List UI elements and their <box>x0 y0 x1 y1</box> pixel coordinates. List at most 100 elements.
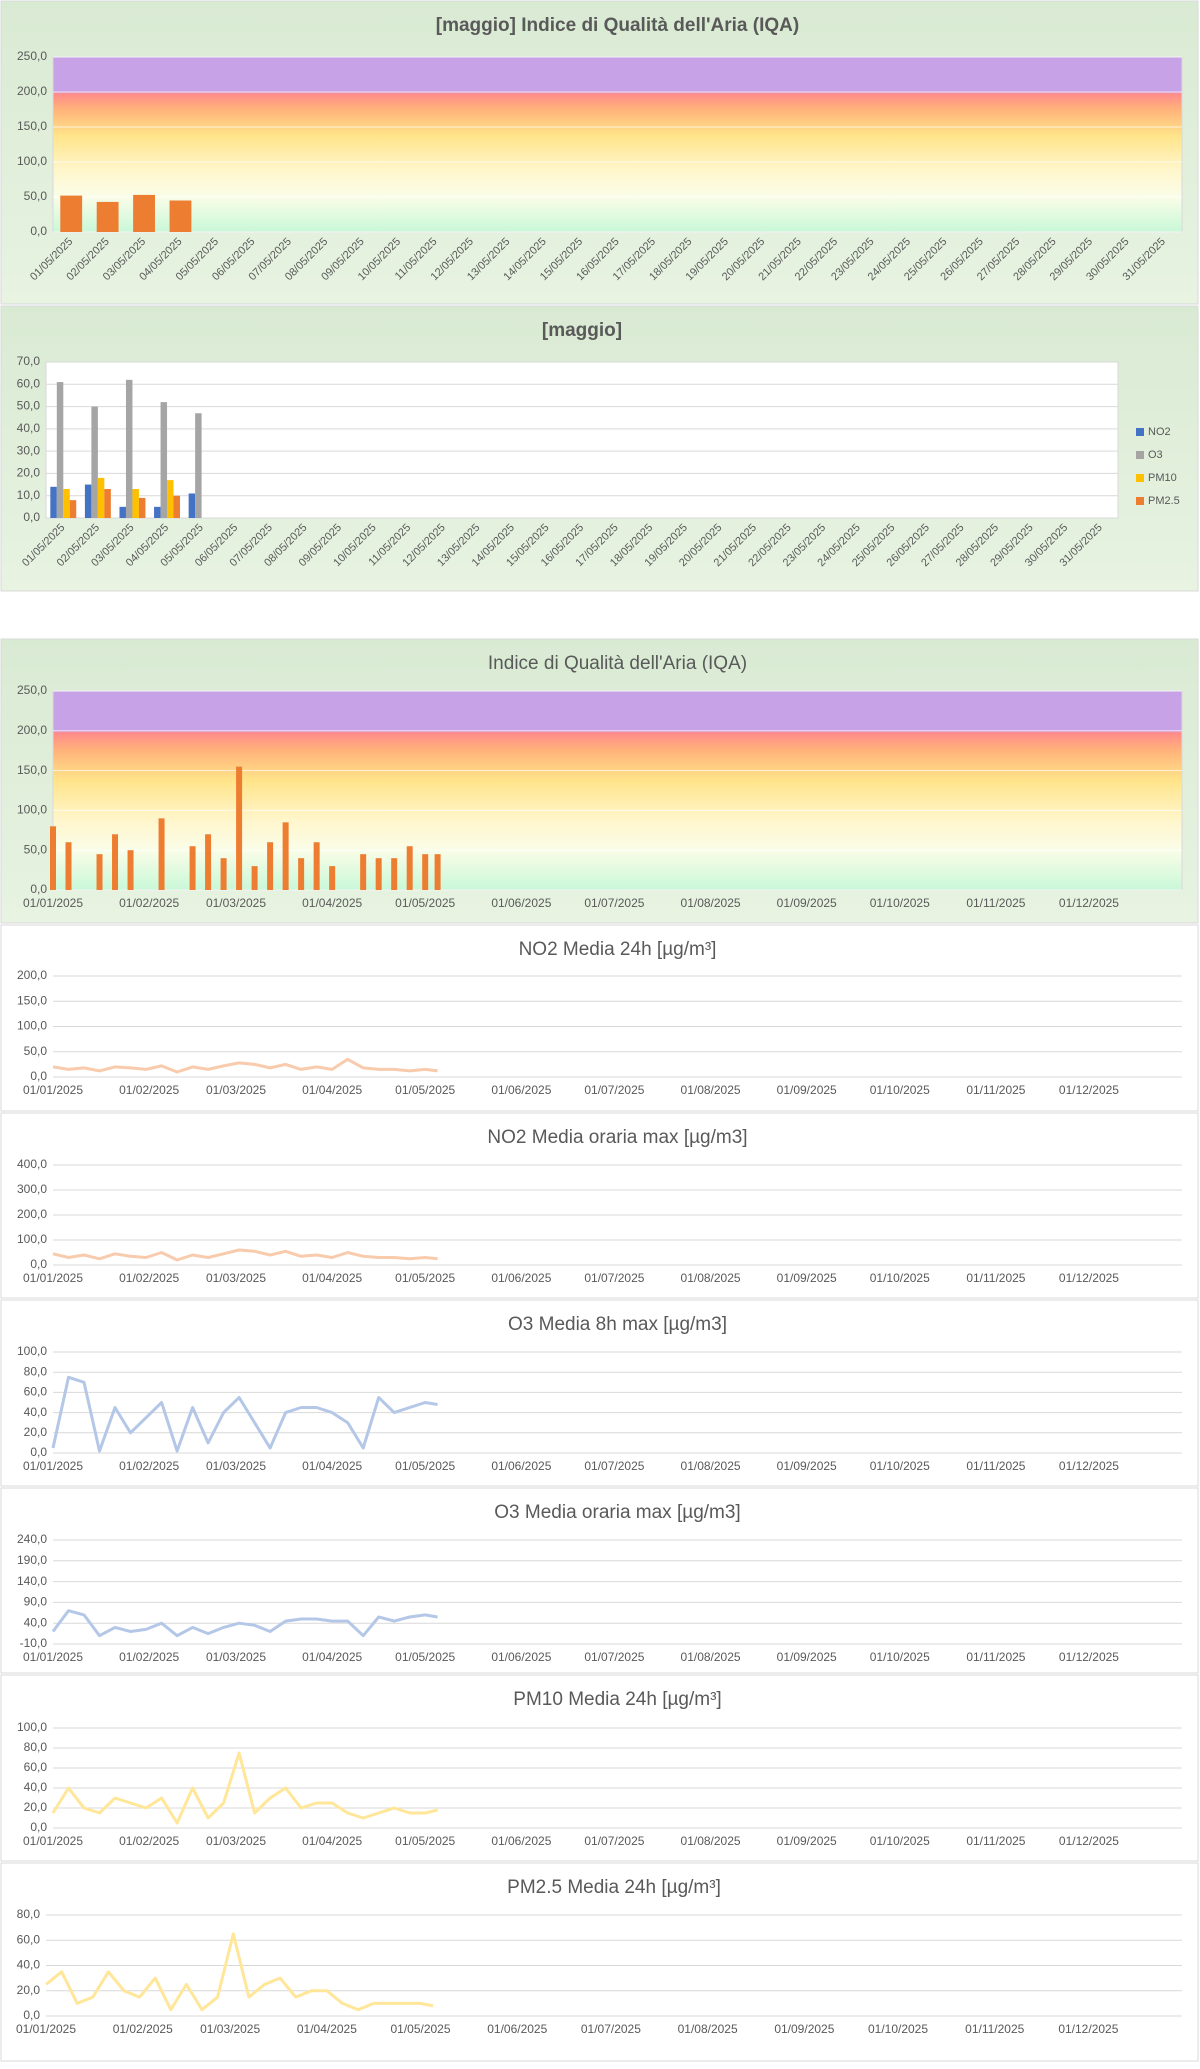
x-tick-label: 01/12/2025 <box>1059 896 1119 910</box>
legend-swatch <box>1136 428 1144 436</box>
y-tick-label: 200,0 <box>17 723 47 737</box>
bar <box>188 493 196 518</box>
y-tick-label: 70,0 <box>17 354 41 368</box>
x-tick-label: 01/10/2025 <box>870 1083 930 1097</box>
x-tick-label: 01/11/2025 <box>966 1650 1025 1664</box>
y-tick-label: 60,0 <box>24 1385 48 1399</box>
x-tick-label: 01/05/2025 <box>395 896 455 910</box>
y-tick-label: 30,0 <box>17 443 41 457</box>
y-tick-label: 100,0 <box>17 803 47 817</box>
bar <box>313 842 320 890</box>
y-tick-label: 240,0 <box>17 1532 47 1546</box>
x-tick-label: 01/02/2025 <box>119 896 179 910</box>
bar <box>189 846 196 890</box>
x-tick-label: 01/05/2025 <box>395 1834 455 1848</box>
x-tick-label: 01/06/2025 <box>491 1459 551 1473</box>
bar <box>422 854 429 890</box>
legend-label: O3 <box>1148 449 1163 461</box>
data-line <box>51 1375 438 1453</box>
chart-title: Indice di Qualità dell'Aria (IQA) <box>488 653 747 674</box>
bar <box>205 834 212 890</box>
x-tick-label: 01/11/2025 <box>966 1459 1025 1473</box>
y-tick-label: 100,0 <box>17 1232 47 1246</box>
y-tick-label: 0,0 <box>30 1820 47 1834</box>
y-tick-label: 0,0 <box>30 224 47 238</box>
x-tick-label: 01/09/2025 <box>777 1083 837 1097</box>
x-tick-label: 01/01/2025 <box>23 1834 83 1848</box>
y-tick-label: 50,0 <box>24 842 48 856</box>
x-tick-label: 01/09/2025 <box>777 896 837 910</box>
x-tick-label: 01/09/2025 <box>777 1650 837 1664</box>
x-tick-label: 01/04/2025 <box>297 2022 357 2036</box>
y-tick-label: 40,0 <box>24 1405 48 1419</box>
chart-title: NO2 Media oraria max [µg/m3] <box>487 1127 747 1148</box>
y-tick-label: 250,0 <box>17 683 47 697</box>
x-tick-label: 01/04/2025 <box>302 1834 362 1848</box>
bar <box>63 489 70 518</box>
y-tick-label: 150,0 <box>17 763 47 777</box>
x-tick-label: 01/04/2025 <box>302 1271 362 1285</box>
y-tick-label: -10,0 <box>20 1636 48 1650</box>
x-tick-label: 01/09/2025 <box>777 1834 837 1848</box>
bar <box>56 382 64 518</box>
bar <box>298 858 305 890</box>
y-tick-label: 0,0 <box>23 2008 40 2022</box>
y-tick-label: 50,0 <box>24 189 48 203</box>
x-tick-label: 01/02/2025 <box>119 1083 179 1097</box>
x-tick-label: 01/03/2025 <box>206 896 266 910</box>
y-tick-label: 200,0 <box>17 968 47 982</box>
bar <box>167 480 174 518</box>
y-tick-label: 60,0 <box>17 376 41 390</box>
x-tick-label: 01/11/2025 <box>966 1083 1025 1097</box>
chart-title: PM2.5 Media 24h [µg/m³] <box>507 1877 721 1898</box>
x-tick-label: 01/12/2025 <box>1058 2022 1118 2036</box>
plot-area <box>52 56 1183 233</box>
x-tick-label: 01/10/2025 <box>870 1834 930 1848</box>
x-tick-label: 01/07/2025 <box>584 1271 644 1285</box>
x-tick-label: 01/03/2025 <box>200 2022 260 2036</box>
y-tick-label: 300,0 <box>17 1182 47 1196</box>
y-tick-label: 0,0 <box>23 510 40 524</box>
x-tick-label: 01/07/2025 <box>584 1650 644 1664</box>
x-tick-label: 01/04/2025 <box>302 1459 362 1473</box>
bar <box>282 822 289 890</box>
bar <box>50 826 56 890</box>
y-tick-label: 20,0 <box>17 1983 41 1997</box>
y-tick-label: 80,0 <box>24 1740 48 1754</box>
data-line <box>45 1932 434 2012</box>
y-tick-label: 60,0 <box>24 1760 48 1774</box>
chart: [maggio] Indice di Qualità dell'Aria (IQ… <box>0 0 1199 305</box>
chart-title: [maggio] Indice di Qualità dell'Aria (IQ… <box>436 15 799 36</box>
y-tick-label: 0,0 <box>30 1069 47 1083</box>
x-tick-label: 01/10/2025 <box>870 1271 930 1285</box>
x-tick-label: 01/03/2025 <box>206 1650 266 1664</box>
chart: NO2 Media oraria max [µg/m3] 0,0 100,0 200,… <box>0 1112 1199 1299</box>
bar <box>60 195 83 232</box>
x-tick-label: 01/12/2025 <box>1059 1083 1119 1097</box>
y-tick-label: 150,0 <box>17 993 47 1007</box>
y-tick-label: 100,0 <box>17 1344 47 1358</box>
y-tick-label: 20,0 <box>17 466 41 480</box>
plot-area <box>53 1728 1182 1828</box>
bar <box>375 858 382 890</box>
x-tick-label: 01/03/2025 <box>206 1083 266 1097</box>
x-tick-label: 01/05/2025 <box>395 1271 455 1285</box>
x-tick-label: 01/08/2025 <box>681 1459 741 1473</box>
x-tick-label: 01/10/2025 <box>868 2022 928 2036</box>
bar <box>329 866 336 890</box>
bar <box>96 201 119 232</box>
x-tick-label: 01/07/2025 <box>584 1083 644 1097</box>
x-tick-label: 01/01/2025 <box>23 1459 83 1473</box>
x-tick-label: 01/02/2025 <box>119 1834 179 1848</box>
x-tick-label: 01/03/2025 <box>206 1459 266 1473</box>
bar <box>160 402 168 518</box>
y-tick-label: 200,0 <box>17 84 47 98</box>
plot-area <box>53 1352 1182 1453</box>
x-tick-label: 01/06/2025 <box>487 2022 547 2036</box>
chart: PM2.5 Media 24h [µg/m³] 0,0 20,0 40,0 60,0 80… <box>0 1862 1199 2062</box>
legend-label: PM10 <box>1148 472 1177 484</box>
x-tick-label: 01/08/2025 <box>681 1271 741 1285</box>
x-tick-label: 01/08/2025 <box>681 1083 741 1097</box>
